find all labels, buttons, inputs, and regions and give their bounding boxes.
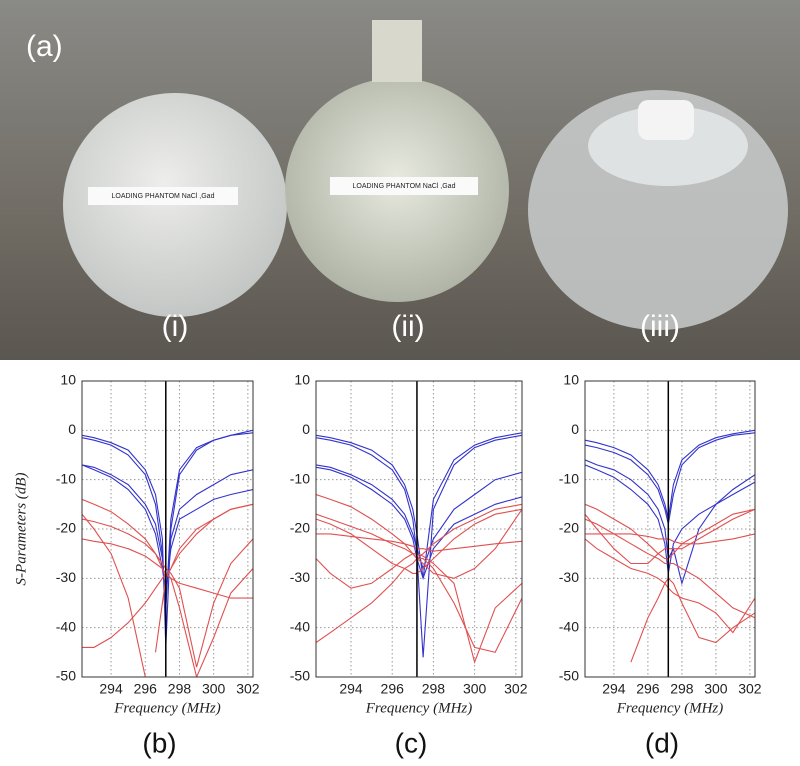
sticker-text: LOADING PHANTOM NaCl ,Gad <box>112 193 215 200</box>
series-line <box>585 533 755 545</box>
series-line <box>316 508 522 579</box>
y-tick-label: 10 <box>563 372 579 388</box>
x-tick-label: 294 <box>602 681 626 697</box>
x-tick-label: 296 <box>134 681 158 697</box>
plot-area <box>316 381 522 677</box>
series-line <box>82 513 146 677</box>
y-tick-label: -10 <box>559 470 579 486</box>
x-axis-label: Frequency (MHz) <box>365 700 472 716</box>
panel-label: (a) <box>26 30 63 63</box>
series-line <box>316 432 522 579</box>
y-tick-label: -40 <box>559 618 579 634</box>
series-line <box>316 508 522 574</box>
series-line <box>154 503 253 653</box>
chart: -50 -40 -30 -20 -10 0 10 294 296 298 300 302 Frequen… <box>559 372 762 759</box>
series-line <box>316 553 522 665</box>
photo: LOADING PHANTOM NaCl ,Gad LOADING PHANTO… <box>0 0 800 360</box>
plot-frame <box>315 380 523 678</box>
y-tick-label: -50 <box>56 668 76 684</box>
x-tick-label: 300 <box>463 681 487 697</box>
x-tick-label: 294 <box>339 681 363 697</box>
series-line <box>630 577 755 663</box>
plot-frame <box>81 380 254 678</box>
cylinder-lid <box>588 106 748 186</box>
series-line <box>585 459 755 586</box>
series-line <box>82 518 253 668</box>
plot-frame <box>584 380 756 678</box>
y-tick-label: 0 <box>571 421 579 437</box>
x-axis-label: Frequency (MHz) <box>616 700 723 716</box>
x-tick-label: 298 <box>422 681 446 697</box>
y-tick-label: -40 <box>290 618 310 634</box>
y-tick-label: 10 <box>294 372 310 388</box>
panel-label: (c) <box>395 727 428 758</box>
series-line <box>82 568 253 677</box>
series-line <box>316 466 522 581</box>
x-tick-label: 294 <box>99 681 123 697</box>
y-tick-label: 10 <box>60 372 76 388</box>
x-tick-label: 302 <box>738 681 762 697</box>
series-line <box>585 503 755 560</box>
x-tick-label: 296 <box>636 681 660 697</box>
y-tick-label: -20 <box>559 520 579 536</box>
sticker <box>88 187 238 205</box>
sticker-text: LOADING PHANTOM NaCl ,Gad <box>353 183 456 190</box>
x-tick-label: 302 <box>236 681 260 697</box>
y-tick-label: -20 <box>56 520 76 536</box>
y-tick-label: -10 <box>56 470 76 486</box>
y-tick-label: 0 <box>302 421 310 437</box>
series-line <box>585 538 755 634</box>
series-line <box>82 464 253 594</box>
y-axis-label: S-Parameters (dB) <box>13 473 29 586</box>
x-axis-label: Frequency (MHz) <box>113 700 220 716</box>
y-tick-label: -50 <box>559 668 579 684</box>
chart: -50 -40 -30 -20 -10 0 10 294 296 298 300 302 Frequen… <box>290 372 528 759</box>
series-line <box>585 518 755 619</box>
panel-label: (d) <box>645 727 679 758</box>
y-tick-label: 0 <box>68 421 76 437</box>
flask-neck <box>372 20 422 82</box>
cylinder-cap <box>638 100 694 140</box>
x-tick-label: 300 <box>704 681 728 697</box>
y-tick-label: -30 <box>290 569 310 585</box>
y-tick-label: -30 <box>56 569 76 585</box>
series-line <box>585 508 755 565</box>
item-label: (ii) <box>391 310 424 343</box>
series-line <box>316 464 522 571</box>
x-tick-label: 296 <box>381 681 405 697</box>
y-tick-label: -30 <box>559 569 579 585</box>
series-line <box>316 434 522 658</box>
item-label: (iii) <box>640 310 680 343</box>
x-tick-label: 300 <box>202 681 226 697</box>
series-line <box>316 558 522 653</box>
x-tick-label: 298 <box>168 681 192 697</box>
series-line <box>585 432 755 525</box>
y-tick-label: -10 <box>290 470 310 486</box>
item-label: (i) <box>162 310 189 343</box>
x-tick-label: 302 <box>504 681 528 697</box>
series-line <box>82 498 253 580</box>
y-tick-label: -50 <box>290 668 310 684</box>
sticker <box>330 177 478 195</box>
series-line <box>82 538 253 599</box>
panel-label: (b) <box>142 727 176 758</box>
series-line <box>585 429 755 520</box>
y-tick-label: -40 <box>56 618 76 634</box>
x-tick-label: 298 <box>670 681 694 697</box>
y-tick-label: -20 <box>290 520 310 536</box>
chart: -50 -40 -30 -20 -10 0 10 294 296 298 300 302 Frequen… <box>13 372 259 759</box>
